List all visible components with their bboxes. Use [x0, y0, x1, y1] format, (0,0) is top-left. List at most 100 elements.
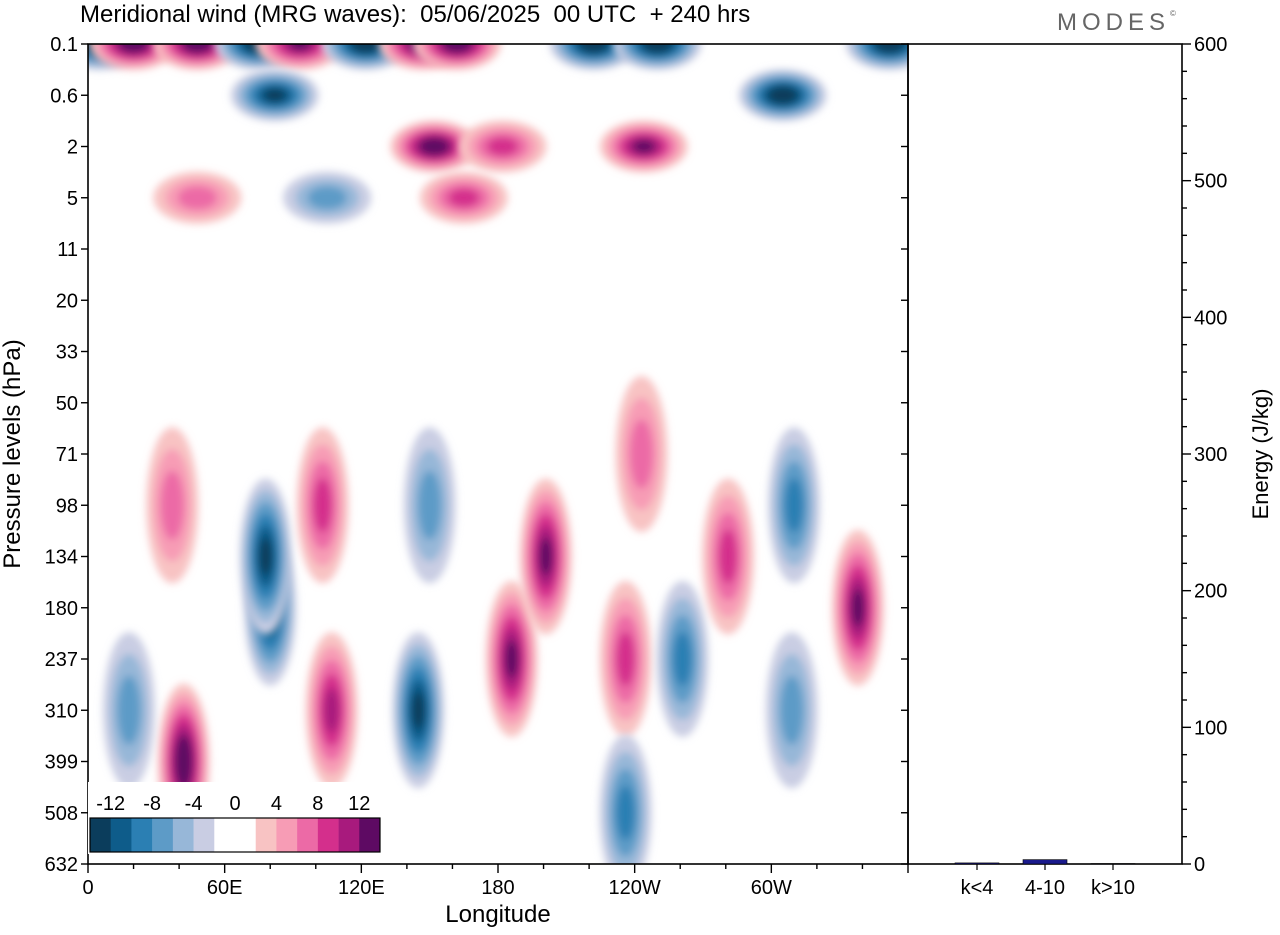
- contour-feature: [146, 427, 199, 584]
- contour-level: [411, 691, 425, 730]
- energy-axis-label: Energy (J/kg): [1248, 389, 1273, 520]
- contour-level: [780, 675, 804, 745]
- x-axis-label: Longitude: [445, 901, 550, 928]
- y-tick-label: 399: [45, 752, 78, 774]
- colorbar-segment: [235, 818, 257, 852]
- contour-level: [851, 588, 865, 627]
- colorbar-label: 8: [312, 793, 323, 815]
- contour-level: [629, 419, 654, 489]
- y-tick-label: 71: [56, 444, 78, 466]
- colorbar-frame: [89, 817, 381, 853]
- contour-feature: [485, 581, 538, 737]
- x-tick-label: 120W: [609, 877, 661, 899]
- contour-level: [773, 89, 792, 101]
- contour-feature: [390, 120, 479, 173]
- contour-feature: [599, 120, 688, 173]
- energy-tick-label: 600: [1194, 34, 1227, 56]
- contour-level: [307, 186, 347, 210]
- contour-feature: [419, 171, 508, 224]
- energy-tick-label: 0: [1194, 854, 1205, 876]
- contour-feature: [403, 427, 456, 584]
- energy-category-label: 4-10: [1025, 877, 1065, 899]
- colorbar-segment: [193, 818, 215, 852]
- colorbar-label: 0: [229, 793, 240, 815]
- contour-level: [188, 44, 207, 50]
- contour-level: [117, 675, 141, 745]
- y-tick-label: 237: [45, 649, 78, 671]
- contour-level: [616, 631, 635, 687]
- colorbar-segment: [90, 818, 112, 852]
- heatmap-plot-area: [88, 44, 908, 864]
- contour-feature: [239, 478, 292, 635]
- contour-feature: [831, 529, 884, 686]
- contour-level: [633, 140, 655, 153]
- contour-level: [616, 785, 635, 840]
- colorbar-segment: [131, 818, 153, 852]
- contour-level: [584, 44, 603, 50]
- contour-feature: [845, 44, 908, 70]
- y-tick-label: 134: [45, 547, 78, 569]
- x-tick-label: 60E: [207, 877, 243, 899]
- energy-bar: [954, 862, 1000, 865]
- contour-feature: [305, 632, 358, 789]
- contour-feature: [230, 69, 319, 122]
- energy-tick-label: 100: [1194, 717, 1227, 739]
- colorbar: -12 -8 -4 0 4 8 12: [88, 782, 382, 854]
- contour-feature: [296, 427, 349, 584]
- contour-level: [448, 188, 480, 207]
- contour-feature: [765, 632, 818, 789]
- colorbar-segment: [338, 818, 360, 852]
- contour-level: [259, 537, 272, 576]
- y-tick-label: 20: [56, 290, 78, 312]
- energy-tick-label: 500: [1194, 171, 1227, 193]
- energy-category-label: k>10: [1091, 877, 1135, 899]
- energy-tick-label: 400: [1194, 307, 1227, 329]
- colorbar-label: -4: [185, 793, 203, 815]
- y-tick-label: 2: [67, 137, 78, 159]
- y-tick-label: 5: [67, 188, 78, 210]
- contour-level: [673, 631, 692, 687]
- contour-level: [264, 88, 286, 102]
- contour-level: [539, 537, 553, 576]
- contour-level: [160, 470, 184, 540]
- energy-tick-label: 300: [1194, 444, 1227, 466]
- contour-level: [324, 687, 340, 733]
- contour-feature: [613, 44, 702, 70]
- colorbar-segment: [255, 818, 277, 852]
- colorbar-segment: [297, 818, 319, 852]
- contour-feature: [89, 44, 178, 70]
- colorbar-segment: [172, 818, 194, 852]
- colorbar-segment: [317, 818, 339, 852]
- contour-level: [418, 470, 442, 540]
- contour-feature: [738, 69, 827, 122]
- contour-feature: [768, 427, 821, 584]
- contour-feature: [599, 734, 652, 864]
- colorbar-label: 12: [348, 793, 370, 815]
- contour-level: [289, 44, 311, 51]
- contour-level: [313, 478, 332, 533]
- y-tick-label: 0.6: [50, 85, 78, 107]
- colorbar-segment: [214, 818, 236, 852]
- x-tick-label: 180: [481, 877, 514, 899]
- colorbar-segment: [276, 818, 298, 852]
- x-tick-label: 120E: [338, 877, 385, 899]
- x-tick-label: 0: [82, 877, 93, 899]
- colorbar-segment: [359, 818, 381, 852]
- contour-feature: [599, 581, 652, 737]
- contour-feature: [702, 478, 755, 635]
- contour-feature: [519, 478, 572, 635]
- energy-category-label: k<4: [961, 877, 994, 899]
- x-tick-label: 60W: [751, 877, 792, 899]
- colorbar-segment: [110, 818, 132, 852]
- energy-frame: [907, 43, 1183, 865]
- contour-level: [424, 141, 444, 152]
- contour-feature: [615, 376, 668, 532]
- chart-title: Meridional wind (MRG waves): 05/06/2025 …: [80, 1, 751, 28]
- y-tick-label: 50: [56, 393, 78, 415]
- contour-level: [648, 44, 667, 50]
- energy-panel: 0 100 200 300 400 500 600 k<4 4-10 k>10 Energy (J/…: [907, 34, 1273, 899]
- contour-level: [447, 44, 467, 50]
- contour-level: [880, 44, 900, 50]
